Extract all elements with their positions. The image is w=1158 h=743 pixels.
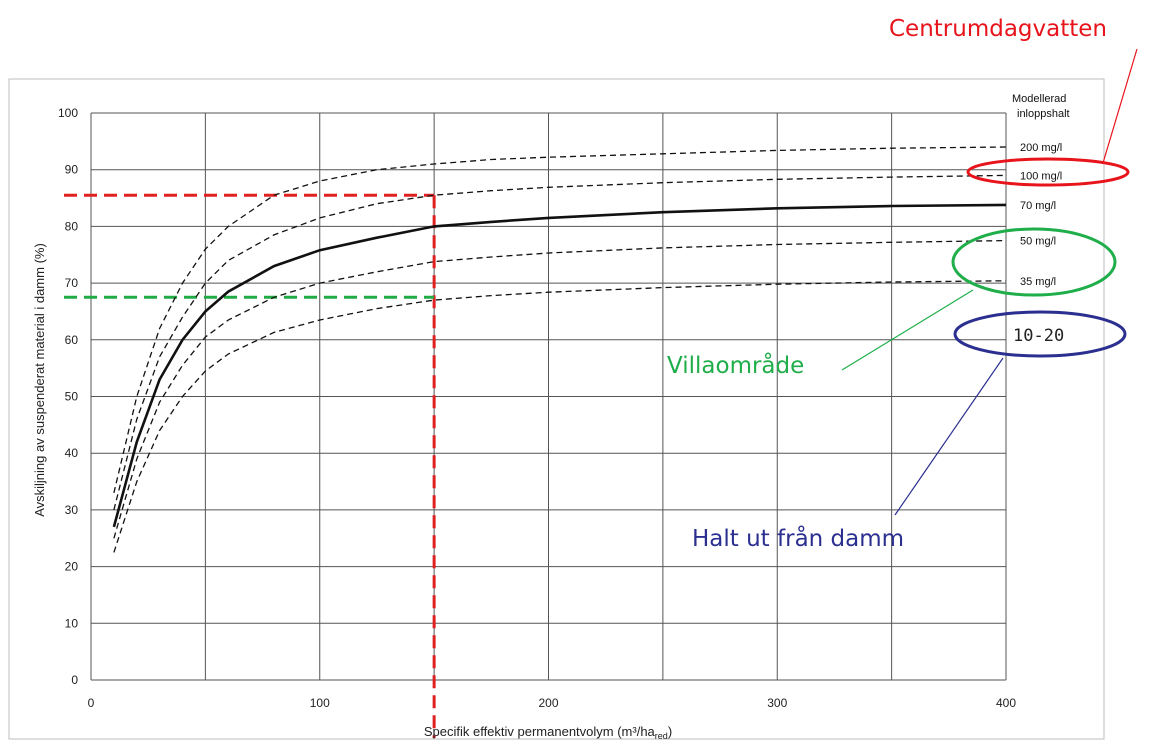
reference-lines — [64, 193, 436, 738]
y-tick-label: 0 — [71, 673, 78, 687]
series-label: 100 mg/l — [1020, 170, 1062, 182]
y-tick-label: 90 — [65, 163, 79, 177]
x-axis-title: Specifik effektiv permanentvolym (m³/har… — [424, 724, 672, 741]
series-label: 50 mg/l — [1020, 236, 1056, 248]
chart-frame — [8, 78, 1105, 740]
y-tick-label: 50 — [65, 390, 79, 404]
annotation-range: 10-20 — [1013, 326, 1064, 346]
tick-labels: 0 10 20 30 40 50 60 70 80 90 100 0 100 200 300 400 — [58, 106, 1016, 710]
series-lines — [112, 146, 1007, 553]
villa-highlight-ellipse — [951, 227, 1117, 297]
grid — [90, 112, 1007, 681]
x-tick-label: 100 — [310, 696, 330, 710]
x-axis-title-close: ) — [668, 724, 672, 739]
series-label: 70 mg/l — [1020, 200, 1056, 212]
legend-title-line-2: inloppshalt — [1017, 108, 1070, 120]
y-tick-label: 20 — [65, 560, 79, 574]
series-line-100-mg-l — [113, 174, 1007, 511]
x-tick-label: 0 — [88, 696, 95, 710]
series-line-50-mg-l — [113, 239, 1007, 539]
series-line-35-mg-l — [113, 280, 1007, 553]
y-axis-title: Avskiljning av suspenderat material i da… — [32, 243, 47, 517]
y-tick-label: 40 — [65, 446, 79, 460]
annotation-centrumdagvatten: Centrumdagvatten — [889, 16, 1107, 42]
series-line-200-mg-l — [113, 146, 1007, 494]
y-tick-label: 10 — [65, 616, 79, 630]
series-label: 35 mg/l — [1020, 276, 1056, 288]
villa-pointer-line — [841, 289, 974, 371]
series-labels: 200 mg/l 100 mg/l 70 mg/l 50 mg/l 35 mg/l — [1020, 142, 1062, 288]
y-tick-label: 30 — [65, 503, 79, 517]
y-tick-label: 100 — [58, 106, 78, 120]
annotation-villaomrade: Villaområde — [667, 351, 804, 379]
range-highlight-ellipse — [953, 310, 1127, 358]
series-label: 200 mg/l — [1020, 142, 1062, 154]
x-tick-label: 200 — [538, 696, 558, 710]
legend-title-line-1: Modellerad — [1012, 93, 1066, 105]
x-tick-label: 300 — [767, 696, 787, 710]
centrum-highlight-ellipse — [966, 157, 1130, 187]
centrum-pointer-line — [1102, 48, 1138, 164]
series-line-70-mg-l — [112, 203, 1007, 528]
y-tick-label: 80 — [65, 219, 79, 233]
annotation-halt-ut-fran-damm: Halt ut från damm — [692, 524, 904, 552]
y-tick-label: 70 — [65, 276, 79, 290]
x-axis-title-subscript: red — [655, 731, 668, 741]
x-tick-label: 400 — [996, 696, 1016, 710]
y-tick-label: 60 — [65, 333, 79, 347]
halt-pointer-line — [894, 357, 1004, 516]
